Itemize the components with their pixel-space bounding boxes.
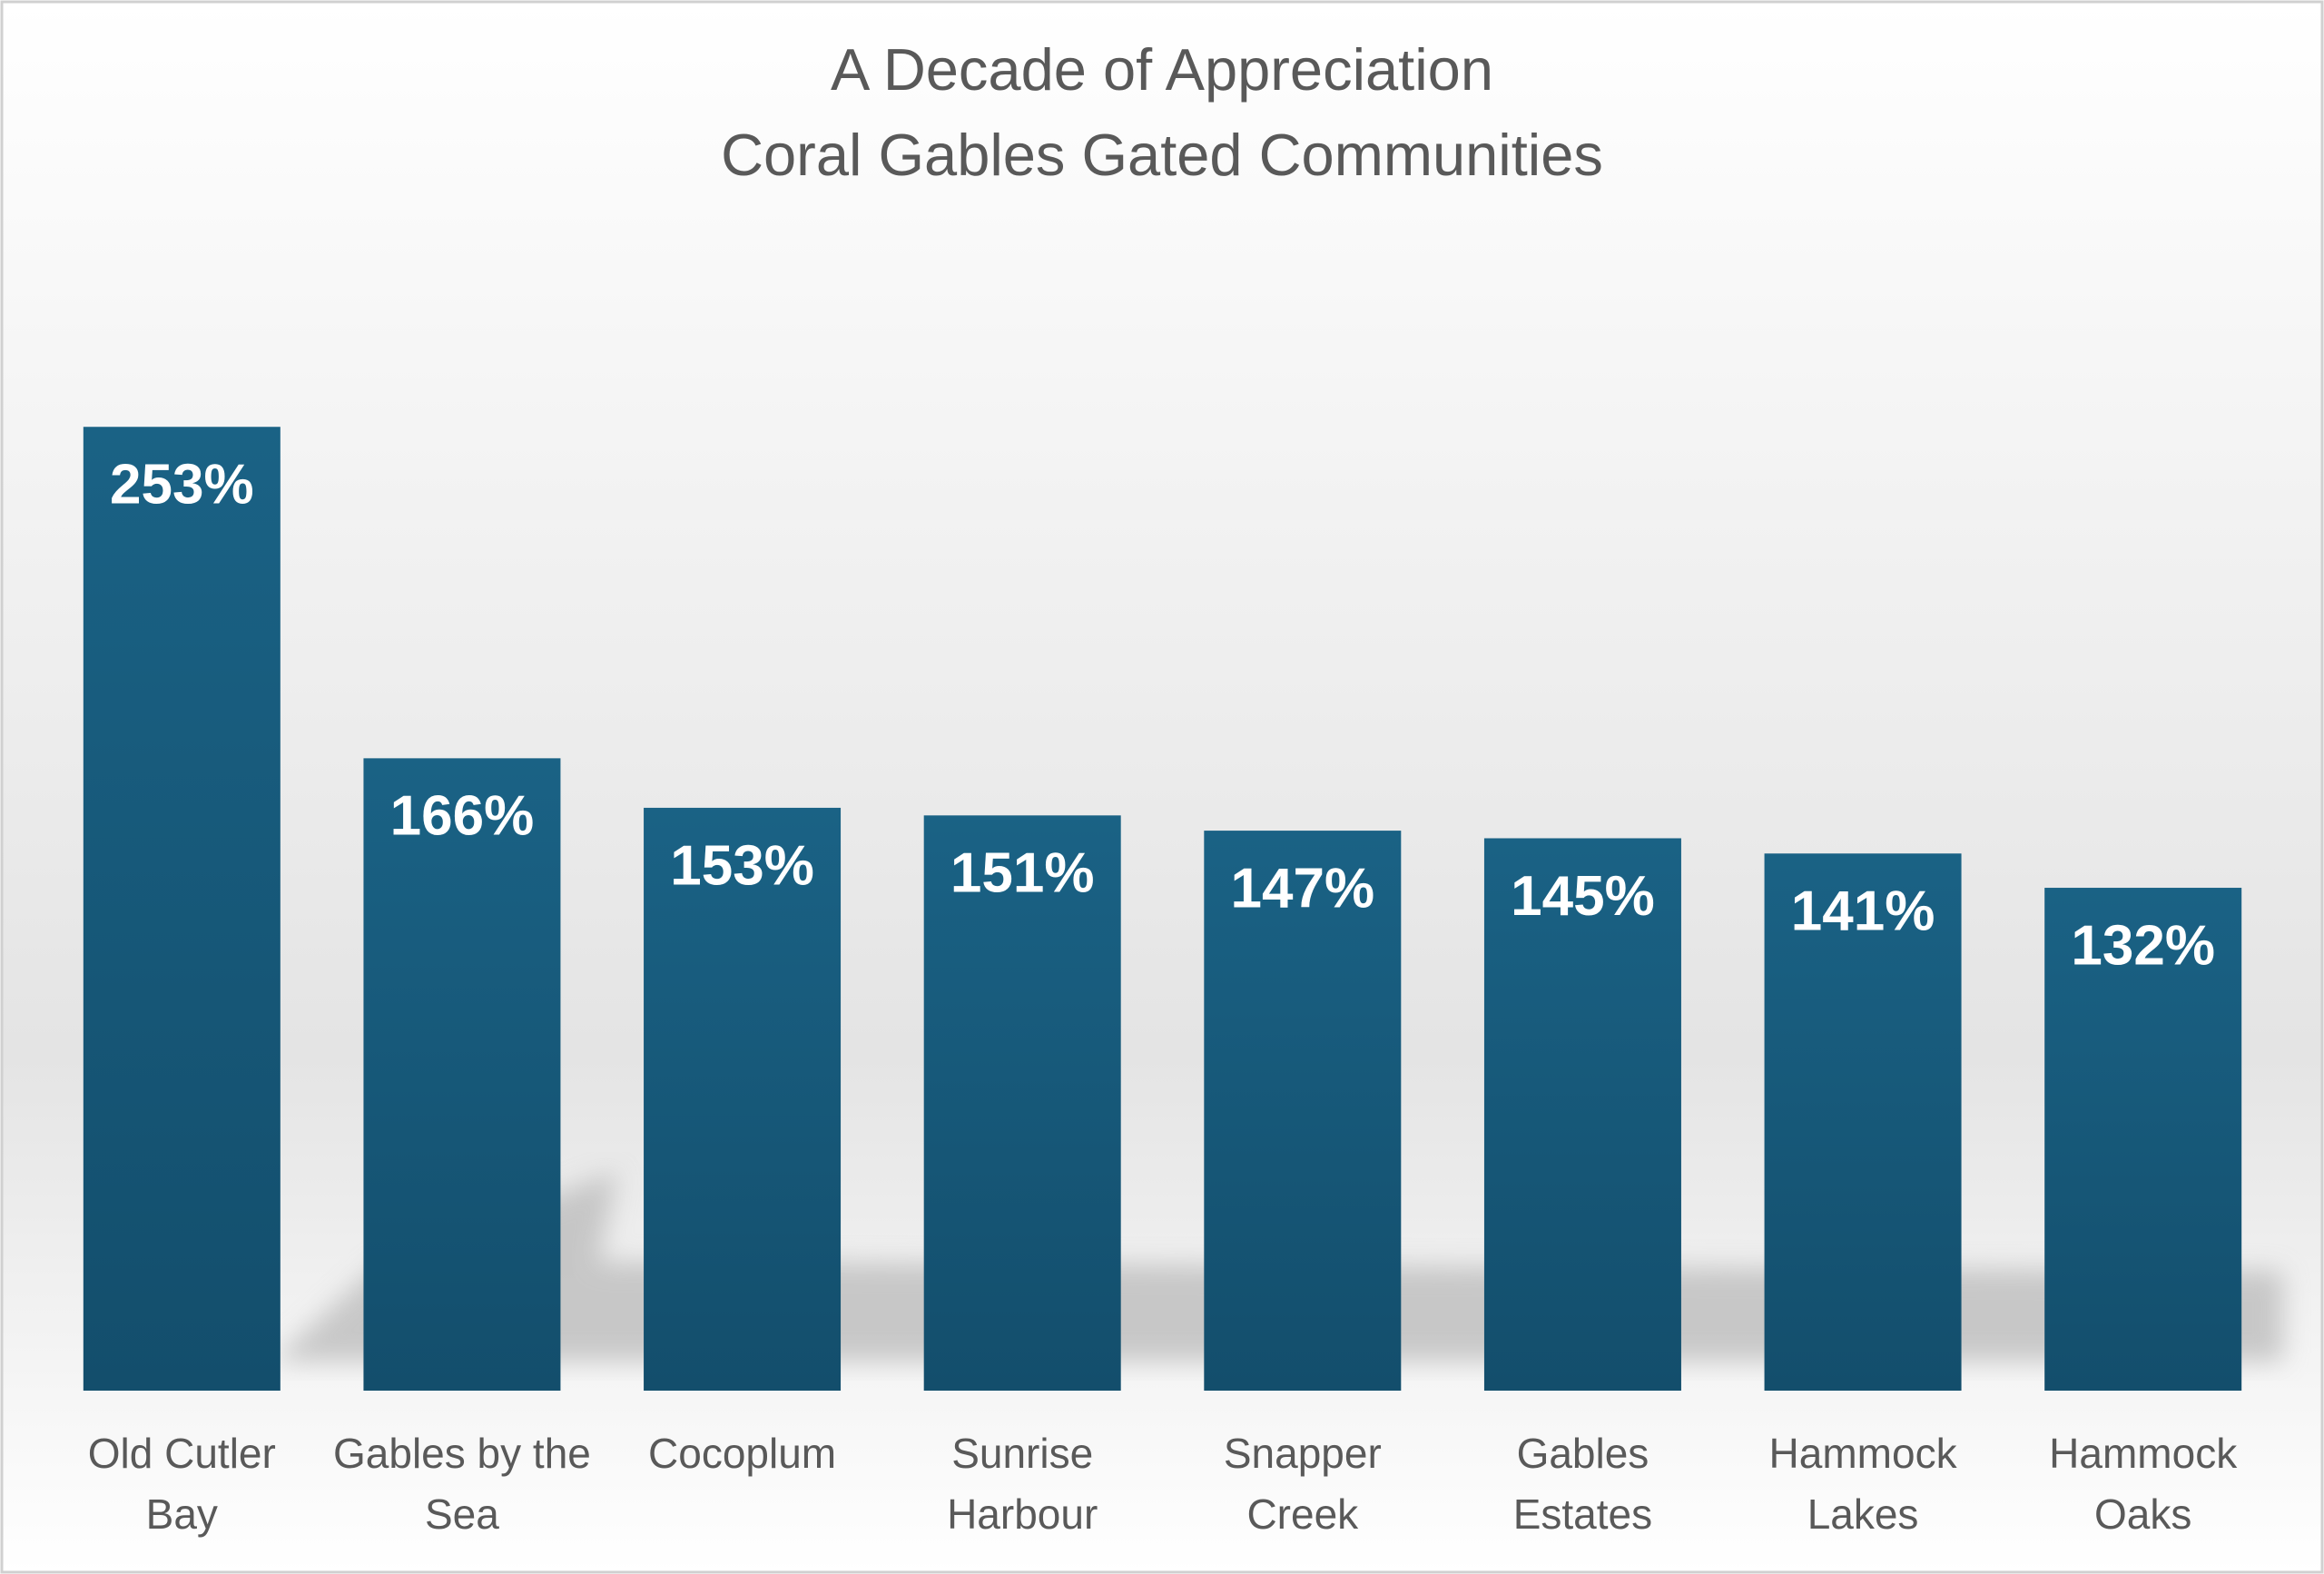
data-label: 166% [390, 785, 535, 848]
data-label: 151% [950, 842, 1095, 905]
bar [363, 758, 561, 1391]
chart-subtitle: Coral Gables Gated Communities [721, 122, 1603, 188]
x-tick-label: Cocoplum [648, 1430, 837, 1477]
x-tick-label: Gables Estates [1512, 1430, 1653, 1538]
bar [1204, 831, 1402, 1391]
data-label: 141% [1791, 880, 1935, 943]
x-tick-label: Old Cutler Bay [87, 1430, 276, 1538]
bar [644, 807, 842, 1391]
bar [2044, 888, 2242, 1391]
data-label: 153% [670, 834, 814, 897]
chart-title: A Decade of Appreciation [831, 36, 1493, 103]
data-label: 132% [2071, 914, 2215, 977]
data-label: 145% [1511, 865, 1655, 928]
x-tick-label: Hammock Lakes [1768, 1430, 1957, 1538]
bar [923, 815, 1121, 1391]
x-tick-label: Gables by the Sea [333, 1430, 591, 1538]
x-tick-label: Snapper Creek [1223, 1430, 1382, 1538]
data-label: 147% [1231, 857, 1375, 920]
data-label: 253% [110, 454, 254, 516]
bar [83, 427, 281, 1391]
x-tick-label: Sunrise Harbour [947, 1430, 1098, 1538]
bar [1764, 853, 1962, 1391]
bar [1483, 838, 1681, 1391]
x-tick-label: Hammock Oaks [2049, 1430, 2238, 1538]
